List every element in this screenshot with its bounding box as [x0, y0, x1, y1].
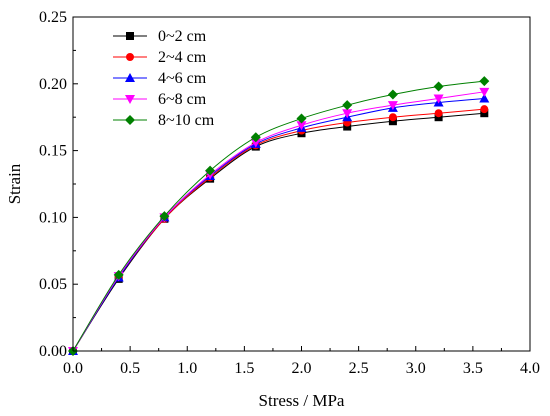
data-point [479, 76, 490, 87]
data-point [387, 101, 398, 111]
series-line [72, 108, 485, 352]
data-point [342, 100, 353, 111]
x-tick-label: 0.5 [120, 360, 140, 377]
series-4 [68, 87, 490, 356]
x-tick-label: 2.0 [292, 360, 312, 377]
y-tick-label: 0.25 [39, 9, 67, 26]
legend-item: 2~4 cm [113, 49, 207, 66]
plot-area-border [72, 16, 531, 352]
legend-item: 6~8 cm [113, 91, 207, 108]
data-point [342, 109, 353, 119]
series-line [72, 80, 485, 352]
series-line [72, 112, 485, 352]
x-tick-label: 1.5 [234, 360, 254, 377]
legend-label: 0~2 cm [158, 28, 207, 45]
data-point [433, 94, 444, 104]
data-point [113, 269, 124, 280]
series-line [72, 97, 485, 352]
data-point [480, 105, 489, 114]
data-point [205, 165, 216, 176]
legend-label: 8~10 cm [158, 112, 215, 129]
x-tick-label: 3.0 [406, 360, 426, 377]
data-point [433, 81, 444, 92]
legend-label: 4~6 cm [158, 70, 207, 87]
x-tick-label: 1.0 [177, 360, 197, 377]
x-tick-label: 2.5 [349, 360, 369, 377]
legend-marker [125, 95, 135, 104]
legend-marker [125, 115, 135, 125]
data-point [387, 89, 398, 100]
legend-label: 2~4 cm [158, 49, 207, 66]
data-point [479, 93, 490, 103]
x-tick-label: 0.0 [63, 360, 83, 377]
y-tick-label: 0.00 [39, 343, 67, 360]
plot-frame [72, 16, 531, 352]
y-tick-label: 0.15 [39, 143, 67, 160]
legend-item: 0~2 cm [113, 28, 207, 45]
legend: 0~2 cm 2~4 cm 4~6 cm 6~8 cm 8~10 cm [113, 28, 215, 129]
y-tick-label: 0.10 [39, 209, 67, 226]
data-point [296, 113, 307, 124]
y-axis-title: Strain [5, 163, 24, 204]
legend-marker [126, 32, 134, 40]
series-1 [69, 109, 489, 355]
x-tick-label: 3.5 [463, 360, 483, 377]
data-point [388, 117, 397, 126]
legend-item: 8~10 cm [113, 112, 215, 129]
x-axis-title: Stress / MPa [259, 391, 345, 410]
ticks-layer: 0.0 0.5 1.0 1.5 2.0 2.5 3.0 3.5 4.0 0.00 0.05 0.10 0… [39, 9, 540, 377]
legend-label: 6~8 cm [158, 91, 207, 108]
data-point [480, 109, 489, 118]
data-point [250, 138, 261, 148]
y-tick-label: 0.20 [39, 76, 67, 93]
data-point [159, 211, 170, 222]
data-point [434, 113, 443, 122]
data-point [434, 109, 443, 118]
legend-item: 4~6 cm [113, 70, 207, 87]
data-point [343, 122, 352, 131]
series-5 [68, 76, 490, 356]
data-point [388, 113, 397, 122]
series-line [72, 91, 485, 352]
data-point [250, 132, 261, 143]
series-layer [68, 76, 490, 356]
legend-marker [126, 53, 134, 61]
legend-marker [125, 73, 135, 82]
x-tick-label: 4.0 [520, 360, 540, 377]
data-point [479, 87, 490, 97]
data-point [296, 121, 307, 131]
series-2 [69, 105, 489, 355]
y-tick-label: 0.05 [39, 276, 67, 293]
